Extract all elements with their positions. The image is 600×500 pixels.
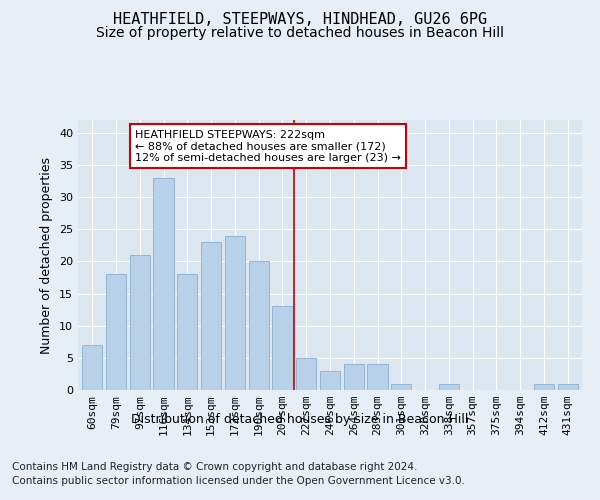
Bar	[248, 262, 269, 390]
Bar	[82, 345, 103, 390]
Text: Contains HM Land Registry data © Crown copyright and database right 2024.: Contains HM Land Registry data © Crown c…	[12, 462, 418, 472]
Bar	[106, 274, 126, 390]
Bar	[320, 370, 340, 390]
Bar	[225, 236, 245, 390]
Bar	[130, 255, 150, 390]
Bar	[344, 364, 364, 390]
Bar	[367, 364, 388, 390]
Bar	[272, 306, 293, 390]
Text: Distribution of detached houses by size in Beacon Hill: Distribution of detached houses by size …	[131, 412, 469, 426]
Bar	[439, 384, 459, 390]
Text: Contains public sector information licensed under the Open Government Licence v3: Contains public sector information licen…	[12, 476, 465, 486]
Y-axis label: Number of detached properties: Number of detached properties	[40, 156, 53, 354]
Bar	[177, 274, 197, 390]
Text: HEATHFIELD STEEPWAYS: 222sqm
← 88% of detached houses are smaller (172)
12% of s: HEATHFIELD STEEPWAYS: 222sqm ← 88% of de…	[135, 130, 401, 163]
Bar	[534, 384, 554, 390]
Text: Size of property relative to detached houses in Beacon Hill: Size of property relative to detached ho…	[96, 26, 504, 40]
Bar	[391, 384, 412, 390]
Bar	[154, 178, 173, 390]
Bar	[296, 358, 316, 390]
Text: HEATHFIELD, STEEPWAYS, HINDHEAD, GU26 6PG: HEATHFIELD, STEEPWAYS, HINDHEAD, GU26 6P…	[113, 12, 487, 28]
Bar	[557, 384, 578, 390]
Bar	[201, 242, 221, 390]
